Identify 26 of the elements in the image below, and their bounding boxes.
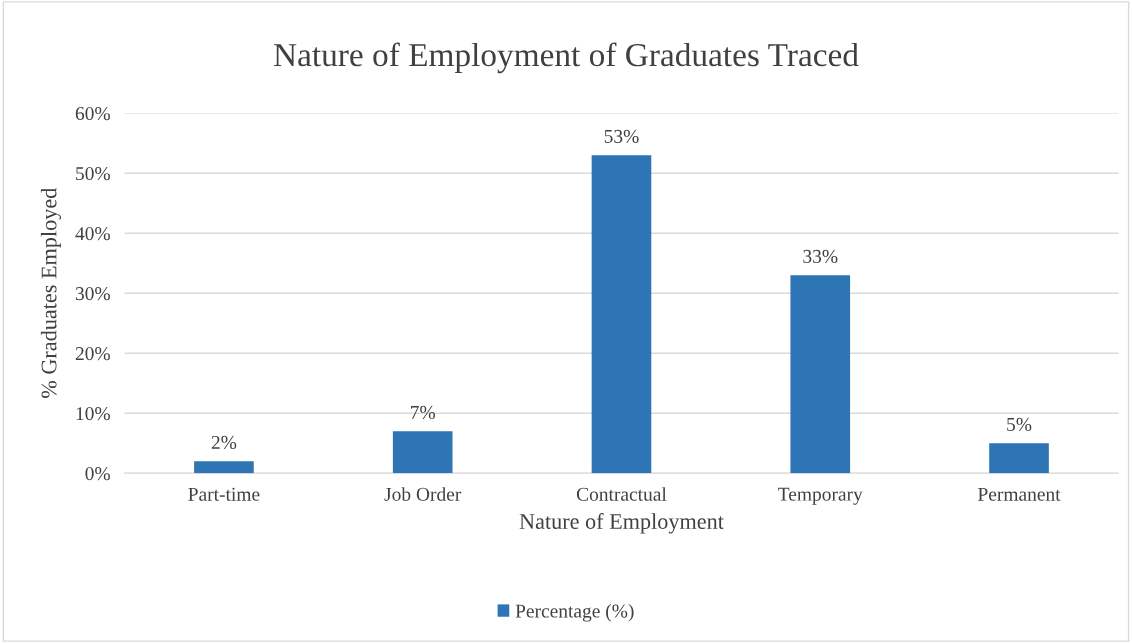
chart-title: Nature of Employment of Graduates Traced — [273, 42, 859, 74]
x-tick-label: Permanent — [978, 487, 1061, 501]
bar — [790, 275, 851, 474]
legend-label: Percentage (%) — [515, 603, 634, 622]
bar — [194, 461, 254, 474]
y-tick-label: 50% — [76, 167, 110, 181]
data-label: 53% — [604, 129, 639, 143]
y-tick-label: 10% — [76, 407, 110, 421]
data-label: 33% — [803, 249, 838, 263]
y-tick-label: 40% — [75, 227, 110, 241]
y-tick-label: 20% — [75, 347, 110, 361]
y-tick-label: 0% — [85, 467, 110, 481]
x-tick-label: Part-time — [188, 487, 260, 501]
x-tick-label: Temporary — [778, 487, 863, 505]
data-label: 7% — [411, 405, 435, 420]
x-tick-label: Job Order — [384, 487, 462, 501]
x-tick-label: Contractual — [576, 487, 667, 501]
bar — [392, 431, 453, 474]
y-tick-label: 30% — [75, 287, 110, 301]
bar — [591, 155, 652, 474]
data-label: 5% — [1007, 417, 1032, 432]
bar — [989, 443, 1049, 474]
y-axis-title: % Graduates Employed — [40, 187, 62, 398]
data-label: 2% — [211, 435, 237, 450]
y-tick-label: 60% — [75, 106, 110, 121]
x-axis-title: Nature of Employment — [519, 513, 724, 534]
